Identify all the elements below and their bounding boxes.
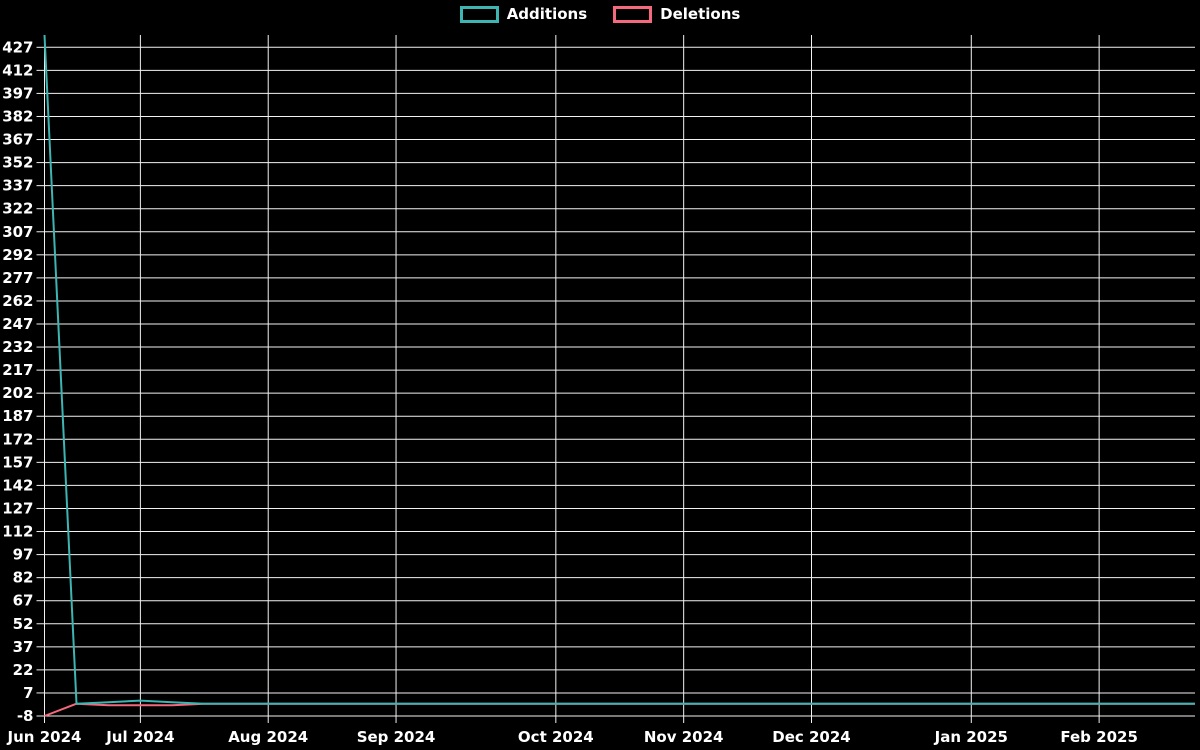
y-tick-label: 127 (2, 499, 33, 517)
x-tick-label: Oct 2024 (518, 728, 594, 746)
x-tick-label: Aug 2024 (228, 728, 308, 746)
y-tick-label: 97 (13, 546, 34, 564)
y-tick-label: 277 (2, 269, 33, 287)
y-tick-label: 172 (2, 430, 33, 448)
y-tick-label: 262 (2, 292, 33, 310)
y-tick-label: 292 (2, 246, 33, 264)
y-tick-label: 427 (2, 38, 33, 56)
y-tick-label: 7 (23, 684, 33, 702)
y-tick-label: 412 (2, 61, 33, 79)
y-tick-label: -8 (17, 707, 34, 725)
x-tick-label: Nov 2024 (644, 728, 724, 746)
legend-item-deletions: Deletions (613, 6, 740, 23)
y-tick-label: 352 (2, 154, 33, 172)
y-tick-label: 202 (2, 384, 33, 402)
y-tick-label: 367 (2, 131, 33, 149)
y-tick-label: 157 (2, 453, 33, 471)
y-tick-label: 52 (13, 615, 34, 633)
y-tick-label: 232 (2, 338, 33, 356)
y-tick-label: 322 (2, 200, 33, 218)
y-tick-label: 187 (2, 407, 33, 425)
series-line-additions (43, 34, 1195, 705)
x-tick-label: Jun 2024 (7, 728, 82, 746)
y-tick-label: 397 (2, 84, 33, 102)
legend-label-deletions: Deletions (660, 5, 741, 23)
y-tick-label: 247 (2, 315, 33, 333)
y-tick-label: 22 (13, 661, 34, 679)
legend-label-additions: Additions (506, 5, 588, 23)
legend-item-additions: Additions (459, 5, 588, 23)
y-tick-label: 112 (2, 523, 33, 541)
x-tick-label: Dec 2024 (772, 728, 851, 746)
y-tick-label: 142 (2, 476, 33, 494)
y-tick-label: 337 (2, 177, 33, 195)
x-tick-label: Jan 2025 (934, 728, 1008, 746)
y-tick-label: 217 (2, 361, 33, 379)
y-tick-label: 37 (13, 638, 34, 656)
x-tick-label: Feb 2025 (1060, 728, 1138, 746)
y-tick-label: 67 (13, 592, 34, 610)
y-tick-label: 382 (2, 107, 33, 125)
y-tick-label: 82 (13, 569, 34, 587)
deletions-swatch-icon (613, 6, 653, 23)
additions-swatch-icon (459, 6, 499, 23)
x-tick-label: Jul 2024 (105, 728, 174, 746)
chart-legend: Additions Deletions (0, 6, 1200, 23)
series-line-deletions (44, 702, 1195, 717)
x-tick-label: Sep 2024 (357, 728, 436, 746)
y-tick-label: 307 (2, 223, 33, 241)
